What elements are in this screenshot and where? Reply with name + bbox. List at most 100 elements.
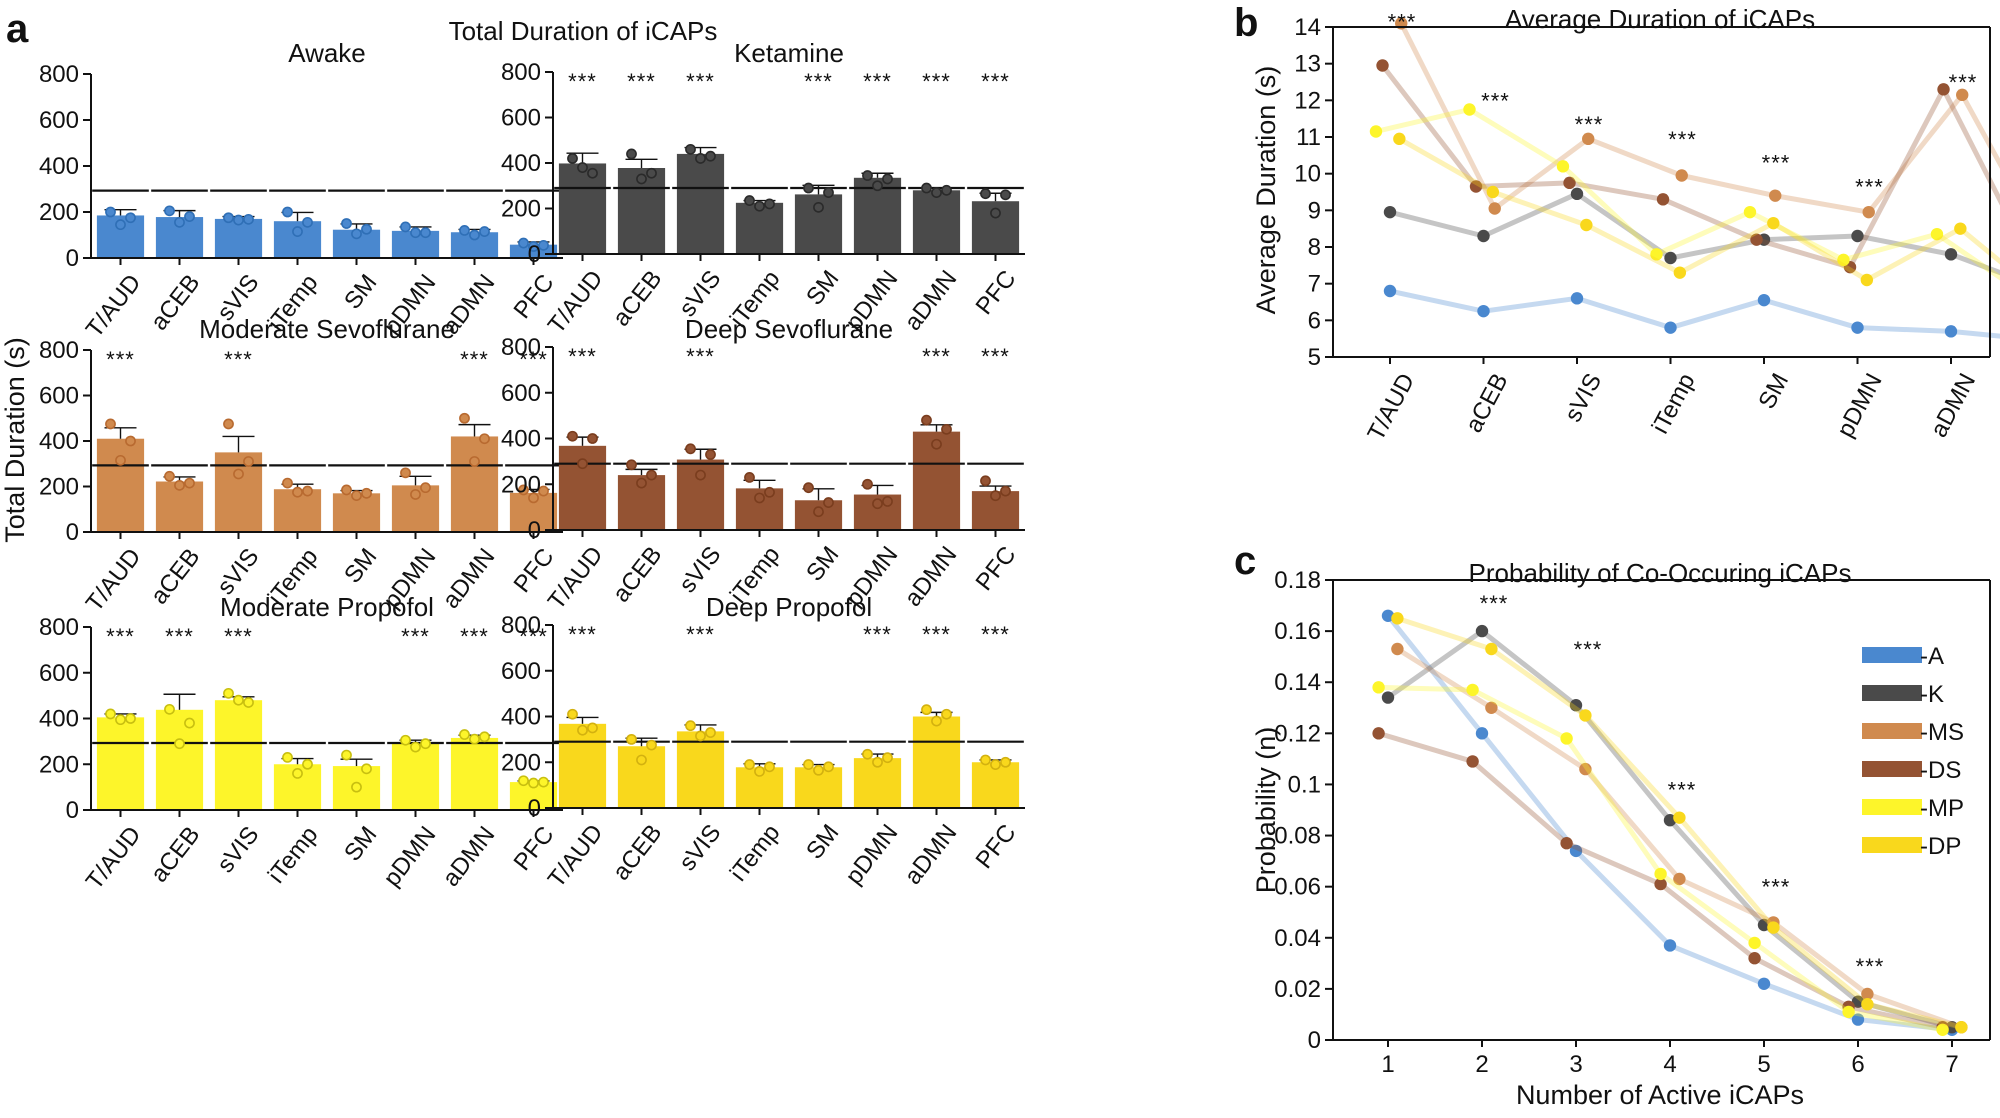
data-point (685, 720, 696, 732)
y-tick-label: 200 (501, 749, 541, 776)
chart-moderate_sevo: Moderate Sevoflurane*** *** *** ***02004006… (0, 314, 563, 617)
data-point (538, 485, 549, 497)
y-tick-label: 800 (39, 61, 79, 88)
data-point (685, 143, 696, 155)
data-point (105, 418, 116, 430)
series-point-K (1851, 995, 1865, 1008)
data-point (302, 485, 313, 497)
y-tick-label: 0 (66, 245, 79, 272)
x-tick-label: 1 (1381, 1051, 1394, 1078)
y-tick-label: 13 (1294, 51, 1321, 78)
data-point (872, 180, 883, 192)
data-point (518, 775, 529, 787)
data-point (518, 484, 529, 496)
series-point-MS (1862, 205, 1875, 219)
data-point (626, 459, 637, 471)
bar-T/AUD (96, 438, 145, 532)
data-point (695, 730, 706, 742)
series-line-A (1389, 288, 2000, 339)
y-tick-label: 9 (1308, 197, 1321, 224)
y-tick-label: 0.06 (1274, 874, 1321, 901)
significance-label: *** (401, 624, 430, 649)
bar-aDMN (450, 737, 499, 810)
y-tick-label: 200 (501, 471, 541, 498)
x-tick-label: 4 (1663, 1051, 1676, 1078)
data-point (302, 758, 313, 770)
legend-label-MS: -MS (1920, 719, 1964, 746)
legend-label-K: -K (1920, 681, 1944, 708)
significance-label: *** (1762, 151, 1791, 176)
x-tick-label: SM (339, 821, 382, 866)
data-point (469, 733, 480, 745)
series-point-A (1381, 609, 1395, 622)
series-point-MS (1582, 132, 1595, 146)
y-tick-label: 800 (39, 614, 79, 641)
chart-title: Probability of Co-Occuring iCAPs (1469, 558, 1852, 588)
data-point (341, 484, 352, 496)
y-tick-label: 600 (39, 107, 79, 134)
x-tick-label: SM (339, 543, 382, 588)
data-point (518, 237, 529, 249)
series-line-DS (1380, 63, 2000, 270)
data-point (105, 708, 116, 720)
series-point-DS (1654, 877, 1667, 891)
series-point-MS (1769, 189, 1782, 202)
data-point (941, 423, 952, 435)
x-tick-label: aCEB (1460, 369, 1513, 437)
data-point (528, 777, 539, 789)
data-point (813, 201, 824, 213)
y-tick-label: 0 (66, 797, 79, 824)
data-point (803, 182, 814, 194)
data-point (577, 458, 588, 470)
y-tick-label: 0 (528, 795, 541, 822)
y-tick-label: 200 (501, 196, 541, 223)
data-point (921, 182, 932, 194)
series-point-A (1757, 977, 1771, 990)
x-tick-label: T/AUD (81, 269, 147, 342)
series-point-MS (1673, 872, 1686, 886)
data-point (243, 213, 254, 225)
data-point (243, 456, 254, 467)
data-point (233, 214, 244, 226)
series-line-MS (1398, 22, 2000, 215)
x-tick-label: aCEB (146, 543, 206, 609)
significance-label: *** (922, 69, 951, 94)
chart-title: Average Duration of iCAPs (1505, 4, 1815, 34)
significance-label: *** (568, 622, 597, 647)
data-point (341, 218, 352, 229)
data-point (695, 153, 706, 164)
series-point-K (1851, 229, 1864, 243)
series-point-DP (1391, 612, 1404, 625)
x-tick-label: aCEB (608, 541, 668, 607)
series-point-DP (1860, 273, 1874, 287)
data-point (980, 754, 991, 766)
series-point-DP (1954, 222, 1967, 235)
data-point (105, 206, 116, 218)
data-point (1000, 189, 1011, 201)
x-tick-label: 5 (1757, 1051, 1770, 1078)
data-point (420, 482, 431, 494)
x-tick-label: T/AUD (81, 543, 147, 616)
x-tick-label: SM (801, 541, 844, 586)
legend: -A -K -MS -DS -MP -DP (1862, 643, 1964, 860)
legend-label-DS: -DS (1920, 757, 1961, 784)
significance-label: *** (863, 622, 892, 647)
data-point (587, 722, 598, 734)
chart-deep_propofol: Deep Propofol*** *** *** *** ***020040060080… (501, 592, 1025, 893)
data-point (803, 759, 814, 770)
data-point (813, 764, 824, 776)
data-point (233, 694, 244, 706)
series-point-DS (1563, 176, 1576, 190)
data-point (567, 153, 578, 164)
series-line-MP (1375, 107, 2000, 281)
series-point-DS (1376, 59, 1389, 72)
series-point-K (1383, 205, 1397, 219)
data-point (872, 756, 883, 768)
data-point (636, 173, 647, 185)
data-point (646, 469, 657, 481)
x-tick-label: sVIS (674, 541, 726, 598)
data-point (823, 187, 834, 198)
x-tick-label: SM (1753, 369, 1794, 413)
significance-label: *** (568, 69, 597, 94)
